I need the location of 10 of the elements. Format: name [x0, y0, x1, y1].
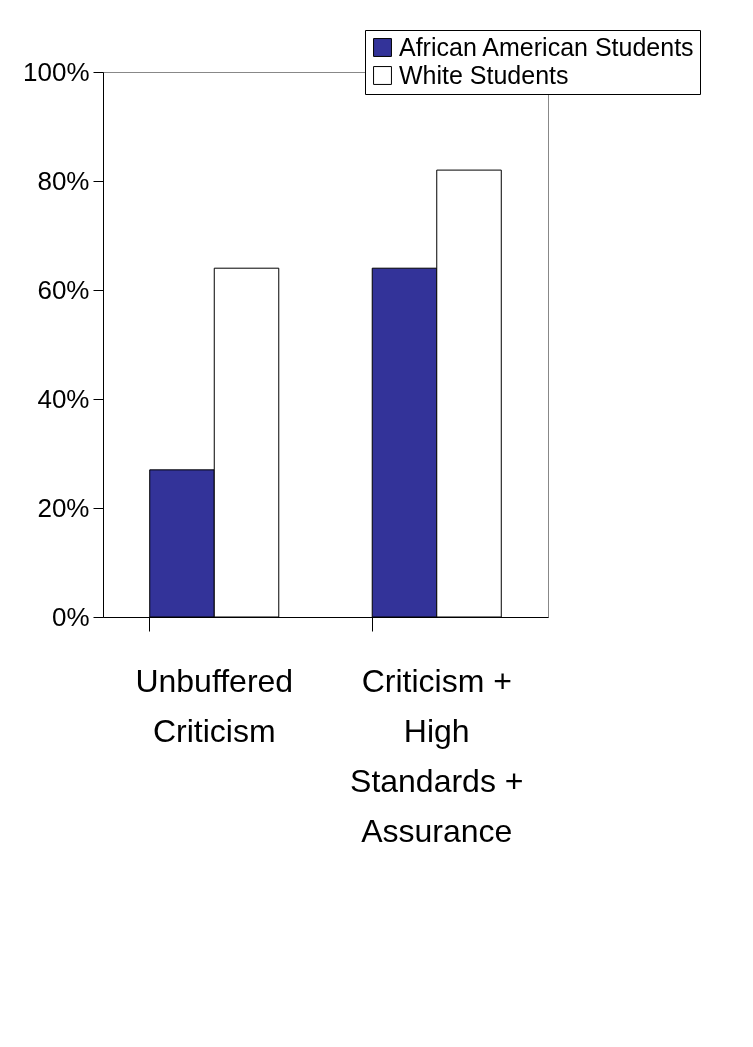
y-tick-label: 60% [37, 274, 90, 305]
y-tick-label: 20% [37, 492, 90, 523]
x-tick-label: Criticism + High Standards + Assurance [350, 662, 524, 849]
y-tick-label: 40% [37, 383, 90, 414]
y-tick-label: 80% [37, 165, 90, 196]
x-tick-label: Unbuffered Criticism [135, 662, 294, 749]
legend-label: White Students [399, 60, 569, 89]
y-tick-label: 0% [51, 601, 90, 632]
legend-label: African American Students [399, 32, 694, 61]
y-tick-label: 100% [23, 56, 90, 87]
